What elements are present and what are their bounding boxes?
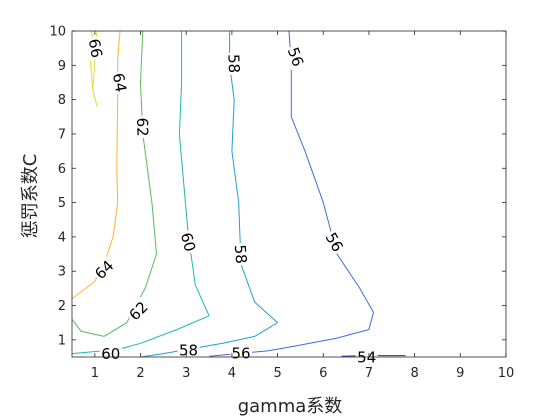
y-axis-title: 惩罚系数C [20, 154, 41, 239]
x-tick-label: 4 [228, 366, 236, 381]
y-tick-label: 2 [58, 299, 66, 314]
contour-label-66: 66 [85, 37, 106, 59]
contour-label-group: 60 [100, 345, 122, 364]
contour-label-58: 58 [231, 244, 251, 265]
contour-label-group: 62 [133, 116, 152, 139]
y-tick-label: 6 [58, 162, 66, 177]
x-tick-label: 5 [273, 366, 281, 381]
contour-label-54: 54 [357, 349, 376, 367]
y-tick-label: 1 [58, 333, 66, 348]
y-tick-label: 10 [49, 25, 66, 40]
contour-label-58: 58 [224, 54, 243, 74]
contour-label-60: 60 [101, 345, 120, 363]
x-tick-label: 7 [365, 366, 373, 381]
x-tick-label: 10 [498, 366, 515, 381]
contour-label-group: 56 [230, 344, 252, 363]
x-tick-label: 6 [319, 366, 327, 381]
contour-label-group: 58 [231, 242, 251, 266]
x-tick-label: 1 [91, 366, 99, 381]
x-axis-title: gamma系数 [238, 396, 343, 417]
contour-label-64: 64 [109, 72, 130, 94]
x-tick-label: 9 [456, 366, 464, 381]
x-tick-label: 2 [136, 366, 144, 381]
contour-label-group: 58 [224, 52, 243, 75]
y-tick-label: 5 [58, 196, 66, 211]
y-tick-label: 9 [58, 59, 66, 74]
x-tick-label: 8 [410, 366, 418, 381]
x-tick-label: 3 [182, 366, 190, 381]
y-tick-label: 8 [58, 93, 66, 108]
contour-label-56: 56 [231, 344, 250, 362]
y-tick-label: 4 [58, 230, 66, 245]
contour-label-group: 66 [85, 36, 107, 61]
y-tick-label: 7 [58, 127, 66, 142]
y-tick-label: 3 [58, 265, 66, 280]
contour-label-62: 62 [133, 117, 152, 137]
contour-label-group: 64 [109, 70, 131, 95]
